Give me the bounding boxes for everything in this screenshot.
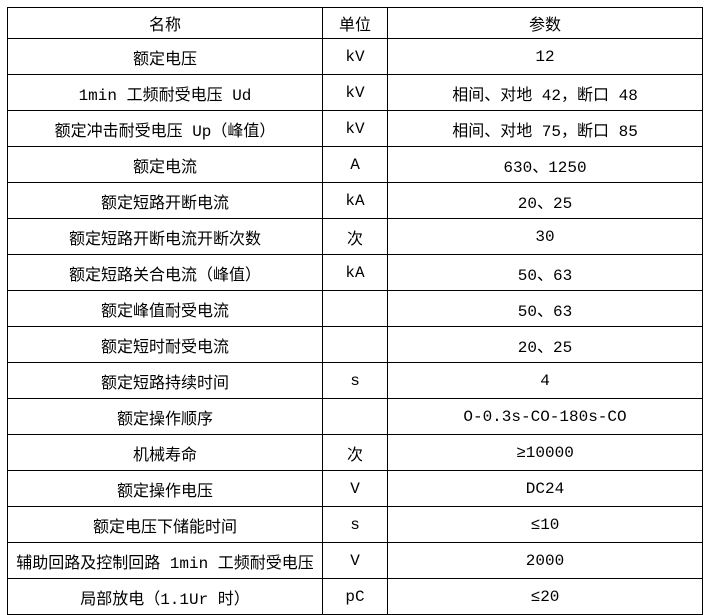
spec-value-cell: 12 bbox=[387, 38, 703, 75]
spec-value-cell: 相间、对地 75，断口 85 bbox=[387, 110, 703, 147]
spec-value-cell: 相间、对地 42，断口 48 bbox=[387, 74, 703, 111]
spec-name-cell: 辅助回路及控制回路 1min 工频耐受电压 bbox=[7, 542, 323, 579]
spec-name-cell: 额定短路开断电流开断次数 bbox=[7, 218, 323, 255]
spec-name-cell: 额定短路持续时间 bbox=[7, 362, 323, 399]
spec-unit-cell: kV bbox=[322, 74, 388, 111]
table-row: 额定电压下储能时间 s ≤10 bbox=[7, 506, 703, 543]
spec-value-cell: 50、63 bbox=[387, 290, 703, 327]
spec-unit-cell: A bbox=[322, 146, 388, 183]
spec-name-cell: 额定电流 bbox=[7, 146, 323, 183]
header-cell-name: 名称 bbox=[7, 7, 323, 39]
spec-name-cell: 额定短时耐受电流 bbox=[7, 326, 323, 363]
spec-unit-cell: kA bbox=[322, 254, 388, 291]
spec-value-cell: 20、25 bbox=[387, 182, 703, 219]
header-row: 名称 单位 参数 bbox=[7, 7, 703, 39]
spec-name-cell: 机械寿命 bbox=[7, 434, 323, 471]
spec-name-cell: 额定电压 bbox=[7, 38, 323, 75]
spec-unit-cell: 次 bbox=[322, 218, 388, 255]
table-row: 额定峰值耐受电流 50、63 bbox=[7, 290, 703, 327]
table-row: 辅助回路及控制回路 1min 工频耐受电压 V 2000 bbox=[7, 542, 703, 579]
spec-name-cell: 额定短路开断电流 bbox=[7, 182, 323, 219]
spec-unit-cell bbox=[322, 290, 388, 327]
table-row: 额定短路开断电流 kA 20、25 bbox=[7, 182, 703, 219]
spec-table-header: 名称 单位 参数 bbox=[7, 7, 703, 39]
table-row: 额定短路持续时间 s 4 bbox=[7, 362, 703, 399]
spec-unit-cell: V bbox=[322, 542, 388, 579]
header-cell-value: 参数 bbox=[387, 7, 703, 39]
spec-value-cell: 2000 bbox=[387, 542, 703, 579]
spec-unit-cell: s bbox=[322, 362, 388, 399]
spec-unit-cell: kA bbox=[322, 182, 388, 219]
spec-value-cell: ≤20 bbox=[387, 578, 703, 615]
spec-unit-cell: kV bbox=[322, 38, 388, 75]
spec-name-cell: 额定冲击耐受电压 Up（峰值） bbox=[7, 110, 323, 147]
table-row: 额定电压 kV 12 bbox=[7, 38, 703, 75]
spec-value-cell: ≥10000 bbox=[387, 434, 703, 471]
spec-value-cell: ≤10 bbox=[387, 506, 703, 543]
spec-unit-cell: pC bbox=[322, 578, 388, 615]
spec-value-cell: 30 bbox=[387, 218, 703, 255]
spec-value-cell: 630、1250 bbox=[387, 146, 703, 183]
spec-value-cell: O-0.3s-CO-180s-CO bbox=[387, 398, 703, 435]
spec-unit-cell: s bbox=[322, 506, 388, 543]
spec-value-cell: 50、63 bbox=[387, 254, 703, 291]
header-cell-unit: 单位 bbox=[322, 7, 388, 39]
table-row: 额定短时耐受电流 20、25 bbox=[7, 326, 703, 363]
spec-unit-cell: 次 bbox=[322, 434, 388, 471]
table-row: 额定电流 A 630、1250 bbox=[7, 146, 703, 183]
spec-name-cell: 1min 工频耐受电压 Ud bbox=[7, 74, 323, 111]
spec-unit-cell bbox=[322, 398, 388, 435]
table-row: 额定操作电压 V DC24 bbox=[7, 470, 703, 507]
spec-unit-cell bbox=[322, 326, 388, 363]
spec-name-cell: 额定操作电压 bbox=[7, 470, 323, 507]
table-row: 额定冲击耐受电压 Up（峰值） kV 相间、对地 75，断口 85 bbox=[7, 110, 703, 147]
spec-unit-cell: kV bbox=[322, 110, 388, 147]
spec-value-cell: 4 bbox=[387, 362, 703, 399]
table-row: 额定短路关合电流（峰值） kA 50、63 bbox=[7, 254, 703, 291]
spec-value-cell: 20、25 bbox=[387, 326, 703, 363]
spec-table: 名称 单位 参数 额定电压 kV 12 1min 工频耐受电压 Ud kV 相间… bbox=[7, 7, 703, 615]
table-row: 1min 工频耐受电压 Ud kV 相间、对地 42，断口 48 bbox=[7, 74, 703, 111]
spec-name-cell: 额定操作顺序 bbox=[7, 398, 323, 435]
spec-name-cell: 额定短路关合电流（峰值） bbox=[7, 254, 323, 291]
table-row: 局部放电（1.1Ur 时） pC ≤20 bbox=[7, 578, 703, 615]
spec-table-body: 额定电压 kV 12 1min 工频耐受电压 Ud kV 相间、对地 42，断口… bbox=[7, 38, 703, 615]
table-row: 额定短路开断电流开断次数 次 30 bbox=[7, 218, 703, 255]
spec-name-cell: 额定电压下储能时间 bbox=[7, 506, 323, 543]
spec-name-cell: 局部放电（1.1Ur 时） bbox=[7, 578, 323, 615]
spec-name-cell: 额定峰值耐受电流 bbox=[7, 290, 323, 327]
table-row: 机械寿命 次 ≥10000 bbox=[7, 434, 703, 471]
spec-unit-cell: V bbox=[322, 470, 388, 507]
table-row: 额定操作顺序 O-0.3s-CO-180s-CO bbox=[7, 398, 703, 435]
spec-value-cell: DC24 bbox=[387, 470, 703, 507]
